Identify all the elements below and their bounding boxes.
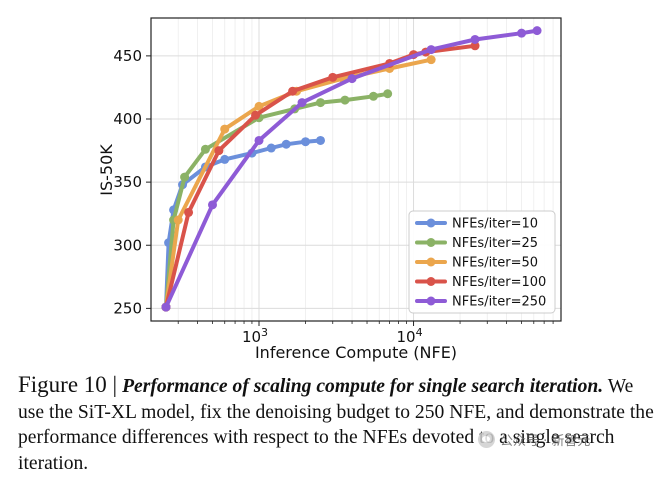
data-point (281, 139, 291, 149)
data-point (347, 74, 357, 84)
data-point (517, 28, 527, 38)
legend-item: NFEs/iter=250 (415, 295, 546, 310)
data-point (161, 302, 171, 312)
data-point (200, 144, 210, 154)
series-line (164, 91, 390, 310)
y-tick-label: 450 (113, 47, 142, 65)
figure-title: Performance of scaling compute for singl… (122, 376, 604, 397)
data-point (368, 91, 378, 101)
data-point (251, 110, 261, 120)
legend-marker (426, 218, 436, 228)
legend-item: NFEs/iter=100 (415, 275, 546, 290)
y-tick-label: 350 (113, 173, 142, 191)
data-point (180, 172, 190, 182)
data-point (316, 135, 326, 145)
y-tick-label: 400 (113, 110, 142, 128)
legend-box (408, 210, 556, 314)
data-point (470, 34, 480, 44)
data-point (340, 95, 350, 105)
legend-marker (426, 296, 436, 306)
legend-label: NFEs/iter=100 (452, 275, 546, 290)
x-tick-label: 104 (396, 326, 422, 346)
data-point (173, 215, 183, 225)
legend-label: NFEs/iter=50 (452, 256, 538, 271)
wechat-icon (478, 431, 495, 448)
series-line (164, 57, 434, 310)
series-5 (161, 26, 542, 312)
data-point (426, 55, 436, 65)
series-lines (161, 26, 542, 312)
data-point (532, 26, 542, 36)
legend-label: NFEs/iter=250 (452, 295, 546, 310)
data-point (316, 98, 326, 108)
data-point (288, 86, 298, 96)
data-point (297, 98, 307, 108)
legend-item: NFEs/iter=50 (415, 256, 538, 271)
y-axis-label: IS-50K (97, 144, 116, 196)
y-tick-label: 300 (113, 236, 142, 254)
legend-item: NFEs/iter=10 (415, 217, 538, 232)
legend-marker (426, 238, 436, 247)
figure-number: Figure 10 | (18, 372, 118, 397)
data-point (220, 154, 230, 164)
y-tick-label: 250 (113, 299, 142, 317)
legend: NFEs/iter=10 NFEs/iter=25 NFEs/iter=50 NFEs… (408, 210, 556, 314)
x-axis-label: Inference Compute (NFE) (255, 343, 457, 362)
watermark: 公众号 · 新智元 (478, 430, 590, 449)
data-point (266, 143, 276, 153)
data-point (301, 137, 311, 147)
legend-label: NFEs/iter=10 (452, 217, 538, 232)
x-tick-base: 10 (242, 328, 261, 346)
legend-marker (426, 257, 436, 267)
x-tick-exponent: 3 (261, 326, 268, 339)
x-tick-label: 103 (242, 326, 268, 346)
plot-frame (150, 17, 562, 322)
x-tick-base: 10 (396, 328, 415, 346)
data-point (214, 146, 224, 156)
data-point (328, 72, 338, 82)
data-point (254, 101, 264, 111)
legend-marker (426, 277, 436, 286)
figure-caption: Figure 10 | Performance of scaling compu… (18, 372, 654, 476)
figure-caption-body: We use the SiT-XL model, fix the denoisi… (18, 376, 654, 474)
legend-label: NFEs/iter=25 (452, 236, 538, 251)
data-point (470, 41, 480, 51)
legend-item: NFEs/iter=25 (415, 236, 538, 251)
data-point (383, 89, 393, 99)
data-point (220, 124, 230, 134)
data-point (207, 200, 217, 210)
data-point (184, 207, 194, 217)
data-point (254, 135, 264, 145)
data-point (426, 45, 436, 55)
watermark-text: 公众号 · 新智元 (500, 434, 591, 449)
x-tick-exponent: 4 (416, 326, 423, 339)
